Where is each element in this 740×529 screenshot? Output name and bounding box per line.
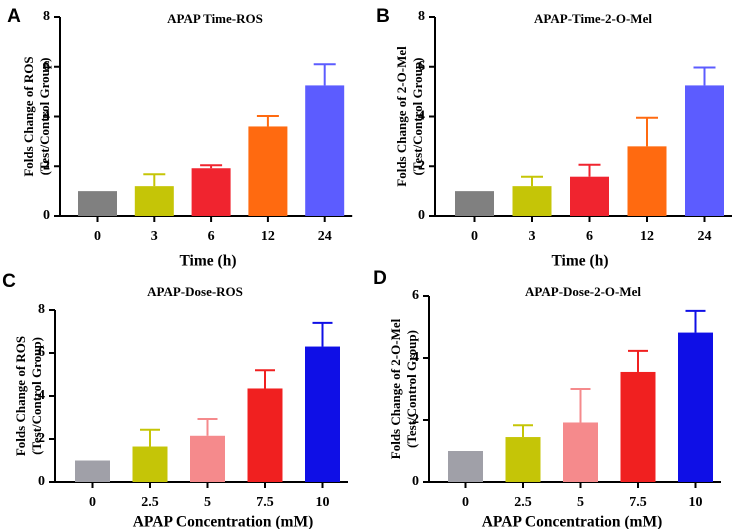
y-tick-label-b-4: 4 [418,109,425,124]
y-tick-label-c-4: 4 [38,388,45,403]
bar-b-1 [512,186,552,216]
x-tick-label-b-4: 24 [698,229,712,244]
y-axis-label-line1-c: Folds Change of ROS [13,336,28,456]
bar-a-3 [248,126,288,216]
y-axis-label-line2-b: (Test/Control Group) [410,58,425,176]
x-tick-label-c-0: 0 [89,495,96,510]
x-tick-label-b-3: 12 [640,229,654,244]
bar-c-2 [190,435,225,482]
y-tick-label-c-2: 2 [38,431,45,446]
y-tick-label-a-6: 6 [43,59,50,74]
y-axis-label-line2-c: (Test/Control Group) [29,337,44,455]
x-tick-label-c-4: 10 [316,495,330,510]
y-tick-label-a-2: 2 [43,158,50,173]
y-axis-label-line1-a: Folds Change of ROS [21,56,36,176]
y-tick-label-c-0: 0 [38,474,45,489]
bar-d-3 [620,371,656,482]
x-tick-label-c-1: 2.5 [141,495,159,510]
bar-c-3 [247,388,283,482]
bar-b-4 [685,85,724,216]
y-axis-label-line2-d: (Test/Control Group) [404,330,419,448]
y-tick-label-c-6: 6 [38,345,45,360]
x-tick-label-a-0: 0 [94,229,101,244]
bar-c-0 [75,460,110,482]
x-tick-label-d-3: 7.5 [629,495,647,510]
x-tick-label-a-2: 6 [208,229,215,244]
x-tick-label-d-1: 2.5 [514,495,532,510]
x-axis-label-c: APAP Concentration (mM) [133,514,314,529]
y-tick-label-a-4: 4 [43,109,50,124]
panel-letter-d: D [373,268,387,289]
x-tick-label-a-3: 12 [261,229,275,244]
x-tick-label-b-2: 6 [586,229,593,244]
y-axis-label-line1-d: Folds Change of 2-O-Mel [388,318,403,459]
y-tick-label-b-2: 2 [418,158,425,173]
x-tick-label-d-2: 5 [577,495,584,510]
y-tick-label-d-4: 4 [412,350,419,365]
panel-letter-c: C [2,271,16,292]
x-axis-label-a: Time (h) [180,253,237,270]
bar-d-4 [678,332,713,482]
y-tick-label-b-6: 6 [418,59,425,74]
x-tick-label-b-0: 0 [471,229,478,244]
bar-a-1 [134,186,174,216]
chart-title-c: APAP-Dose-ROS [147,284,243,299]
bar-c-1 [132,446,168,482]
y-tick-label-b-0: 0 [418,208,425,223]
bar-d-0 [448,451,483,482]
y-tick-label-a-8: 8 [43,9,50,24]
x-tick-label-b-1: 3 [529,229,536,244]
chart-title-d: APAP-Dose-2-O-Mel [525,284,641,299]
panel-letter-a: A [7,6,21,27]
x-tick-label-d-4: 10 [689,495,703,510]
y-axis-label-line2-a: (Test/Control Group) [37,58,52,176]
x-axis-label-d: APAP Concentration (mM) [482,514,663,529]
chart-title-b: APAP-Time-2-O-Mel [534,11,652,26]
bar-a-4 [305,85,345,216]
bar-d-1 [505,437,541,482]
y-tick-label-d-2: 2 [412,412,419,427]
chart-title-a: APAP Time-ROS [167,11,263,26]
panel-letter-b: B [376,6,390,27]
y-axis-label-line1-b: Folds Change of 2-O-Mel [394,46,409,187]
bar-b-2 [570,176,609,216]
bar-b-3 [627,146,667,216]
y-tick-label-a-0: 0 [43,208,50,223]
bar-c-4 [305,346,340,482]
bar-a-2 [191,168,231,216]
x-tick-label-c-2: 5 [204,495,211,510]
y-tick-label-d-6: 6 [412,288,419,303]
x-tick-label-d-0: 0 [462,495,469,510]
bar-a-0 [78,191,117,216]
y-tick-label-c-8: 8 [38,302,45,317]
y-tick-label-d-0: 0 [412,474,419,489]
x-tick-label-a-1: 3 [151,229,158,244]
y-tick-label-b-8: 8 [418,9,425,24]
x-tick-label-a-4: 24 [318,229,332,244]
bar-b-0 [455,191,494,216]
bar-d-2 [563,422,598,482]
x-axis-label-b: Time (h) [552,253,609,270]
x-tick-label-c-3: 7.5 [256,495,274,510]
